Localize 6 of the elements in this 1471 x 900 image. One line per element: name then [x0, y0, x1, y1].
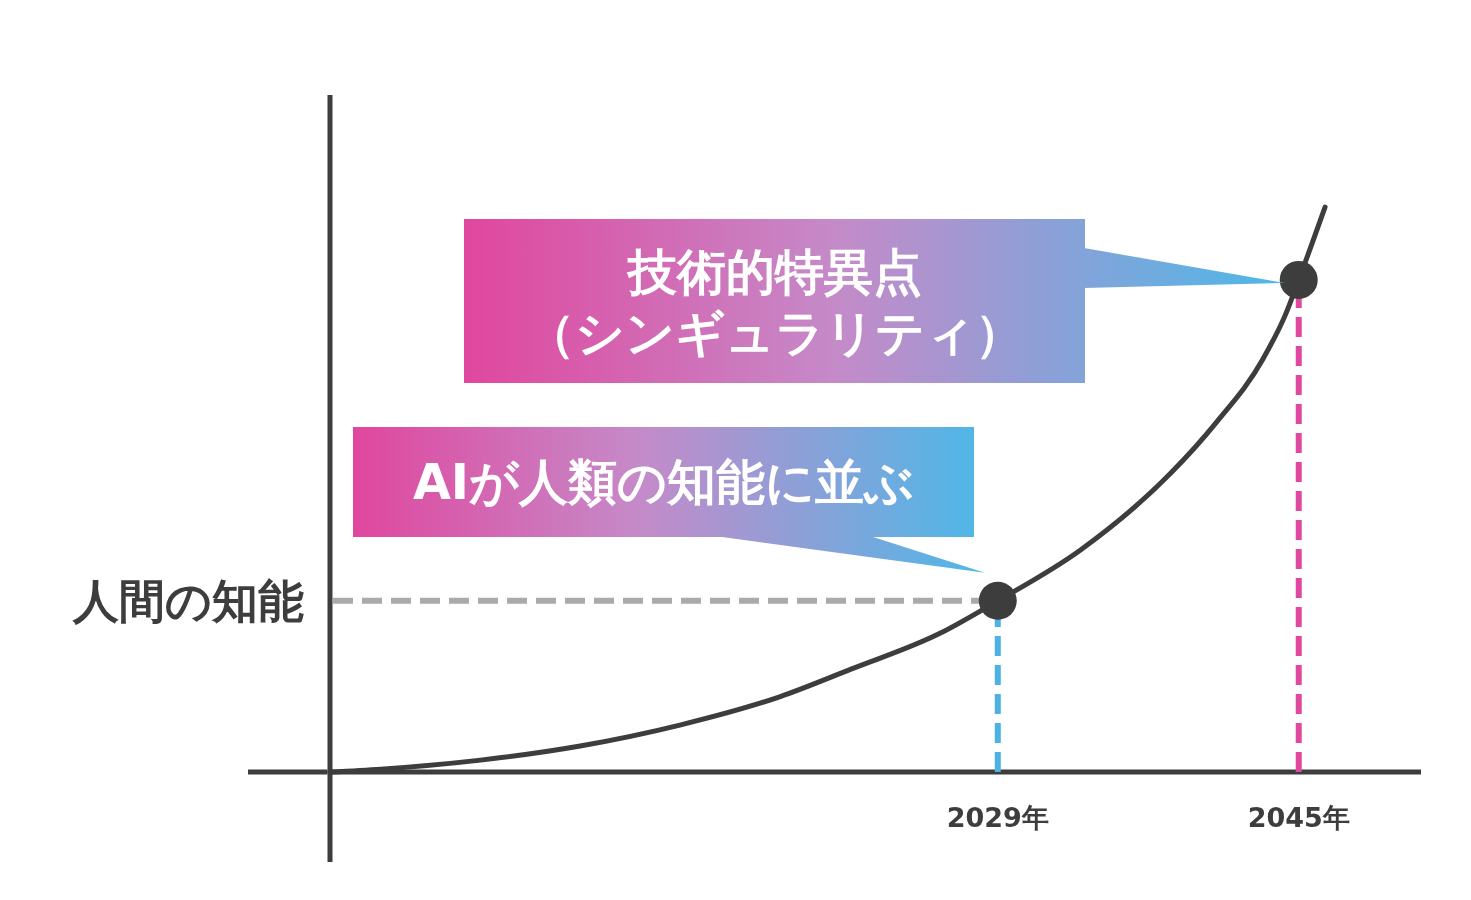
x-tick-label: 2029年 — [946, 801, 1049, 833]
annotation: AIが人類の知能に並ぶ — [412, 453, 915, 511]
ref-line-label: 人間の知能 — [72, 573, 304, 628]
x-tick-label: 2045年 — [1247, 801, 1350, 833]
annotation: 技術的特異点 — [625, 243, 922, 301]
annotation: （シンギュラリティ） — [525, 304, 1024, 362]
